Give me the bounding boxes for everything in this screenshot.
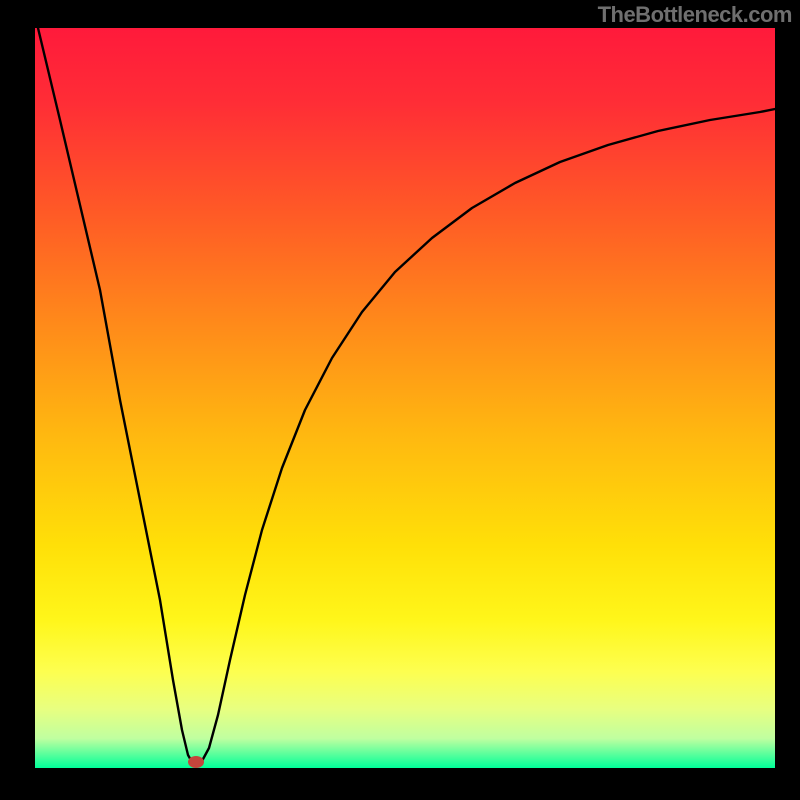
minimum-marker (188, 756, 204, 768)
plot-area (0, 0, 800, 800)
gradient-background (35, 28, 775, 768)
curve-svg (0, 0, 800, 800)
